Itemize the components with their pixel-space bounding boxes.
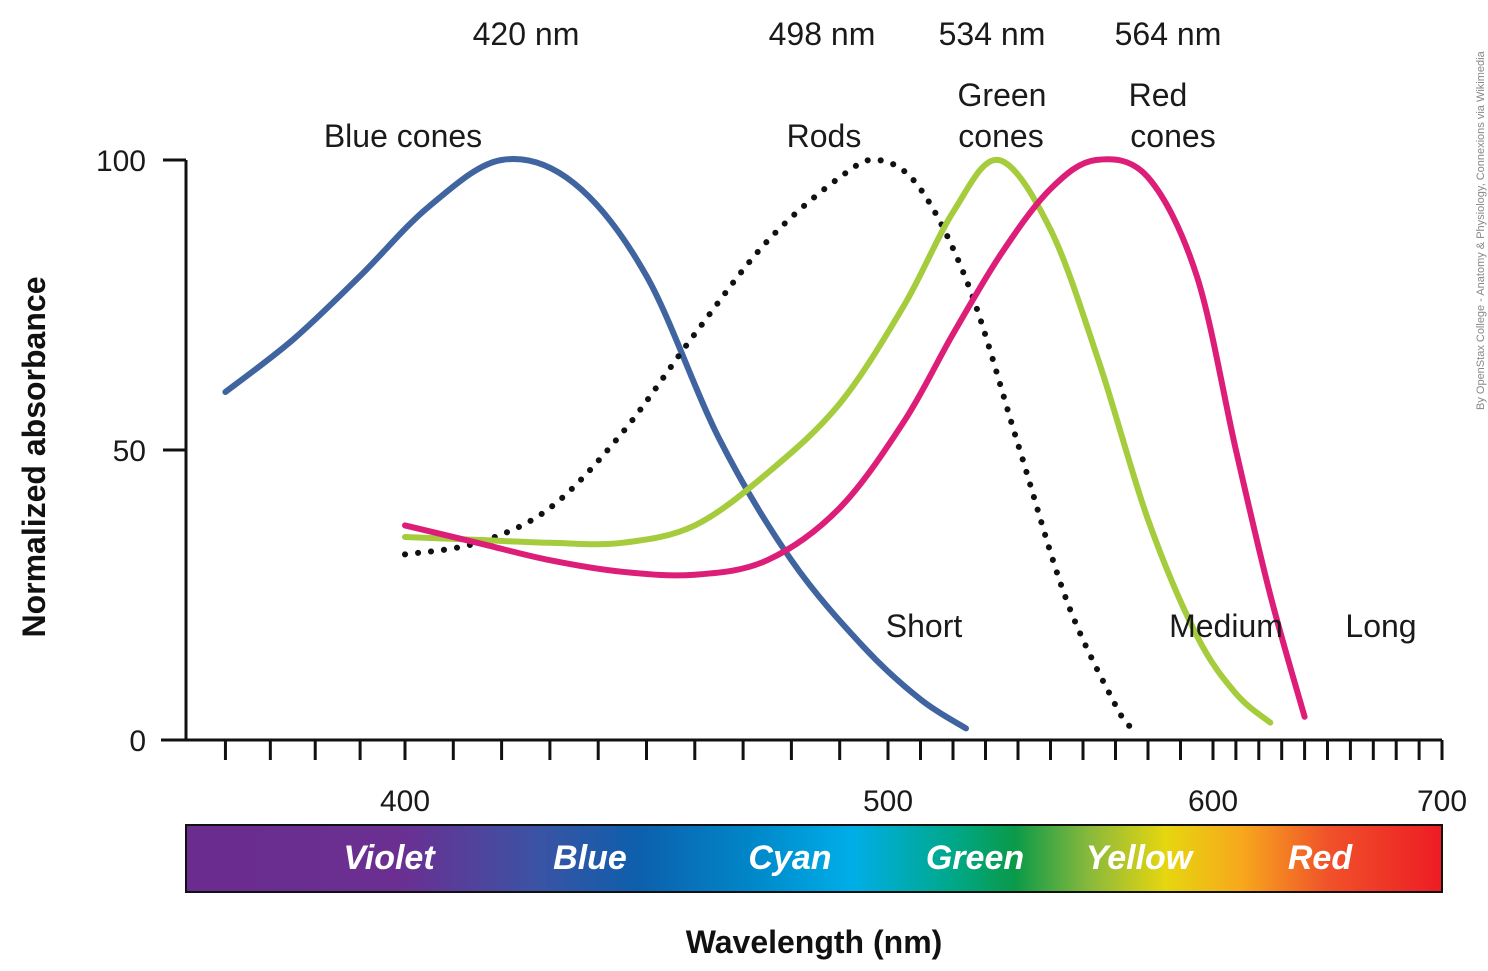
peak-label-blue: 420 nm <box>473 16 580 52</box>
y-axis-title: Normalized absorbance <box>16 277 52 638</box>
y-tick-label: 0 <box>129 725 146 758</box>
peak-label-green: 534 nm <box>939 16 1046 52</box>
spectrum-label-blue: Blue <box>553 839 627 877</box>
curves <box>222 156 1308 732</box>
x-tick-label: 700 <box>1417 785 1467 818</box>
y-tick-label: 100 <box>96 145 146 178</box>
image-credit: By OpenStax College - Anatomy & Physiolo… <box>1475 50 1487 410</box>
curve-label-red-line2: cones <box>1130 118 1215 154</box>
green-cones-curve <box>402 156 1274 726</box>
cone-type-long: Long <box>1345 608 1416 644</box>
y-tick-label: 50 <box>113 435 146 468</box>
cone-type-medium: Medium <box>1169 608 1283 644</box>
x-tick-label: 600 <box>1188 785 1238 818</box>
peak-label-red: 564 nm <box>1115 16 1222 52</box>
spectrum-bar <box>185 824 1443 893</box>
spectrum-label-cyan: Cyan <box>748 839 831 877</box>
curve-label-green-line2: cones <box>958 118 1043 154</box>
x-ticks: 400 500 600 700 <box>223 740 1467 818</box>
curve-label-red-line1: Red <box>1129 77 1188 113</box>
x-tick-label: 400 <box>380 785 430 818</box>
y-ticks: 0 50 100 <box>96 145 186 758</box>
spectrum-label-red: Red <box>1288 839 1353 877</box>
curve-label-blue-cones: Blue cones <box>324 118 482 154</box>
spectrum-label-green: Green <box>926 839 1024 877</box>
curve-label-rods: Rods <box>787 118 862 154</box>
spectrum-label-violet: Violet <box>343 839 436 877</box>
blue-cones-curve <box>222 156 969 732</box>
cone-type-short: Short <box>886 608 963 644</box>
red-cones-curve <box>402 156 1308 720</box>
peak-label-rods: 498 nm <box>769 16 876 52</box>
x-axis-title: Wavelength (nm) <box>686 924 943 960</box>
x-tick-label: 500 <box>863 785 913 818</box>
rods-curve <box>402 156 1135 732</box>
spectrum-label-yellow: Yellow <box>1086 839 1195 877</box>
curve-label-green-line1: Green <box>958 77 1047 113</box>
